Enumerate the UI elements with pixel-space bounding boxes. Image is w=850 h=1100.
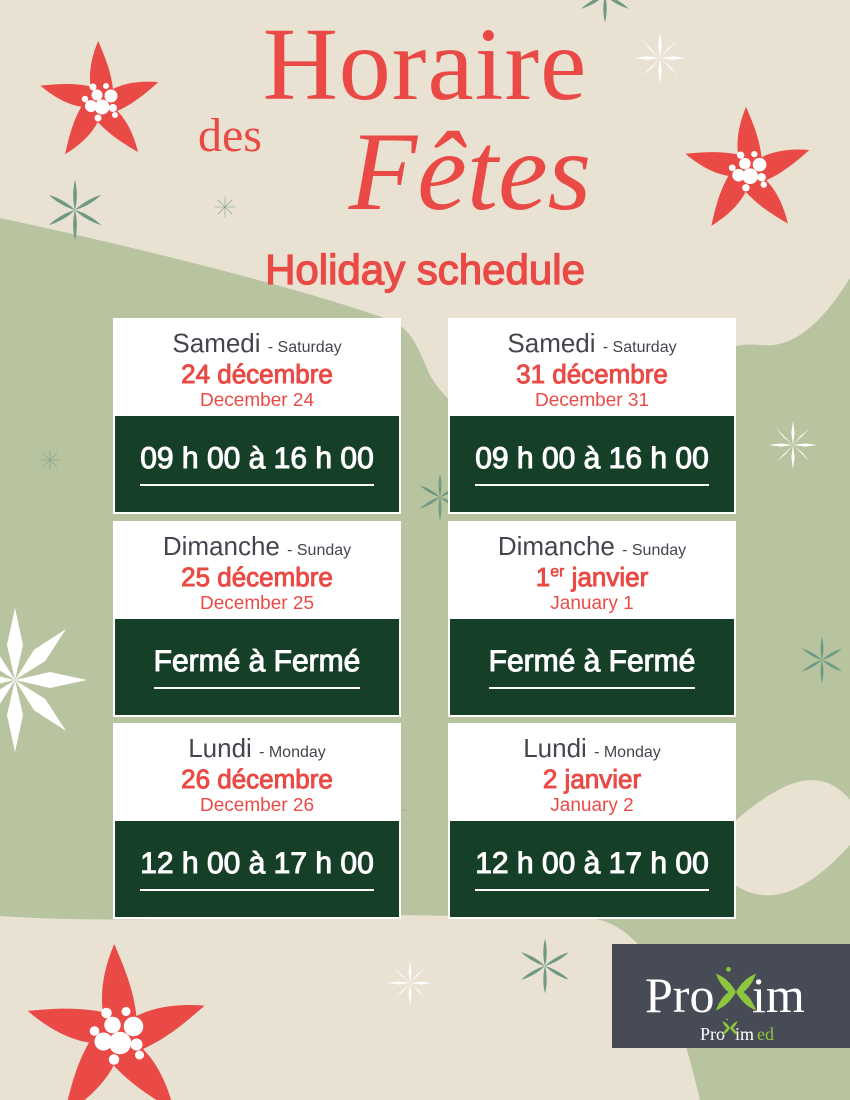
svg-text:im: im [735,1024,754,1044]
svg-text:im: im [752,967,805,1023]
svg-text:ed: ed [757,1024,774,1044]
svg-text:Pro: Pro [645,967,714,1023]
svg-text:Pro: Pro [700,1024,725,1044]
